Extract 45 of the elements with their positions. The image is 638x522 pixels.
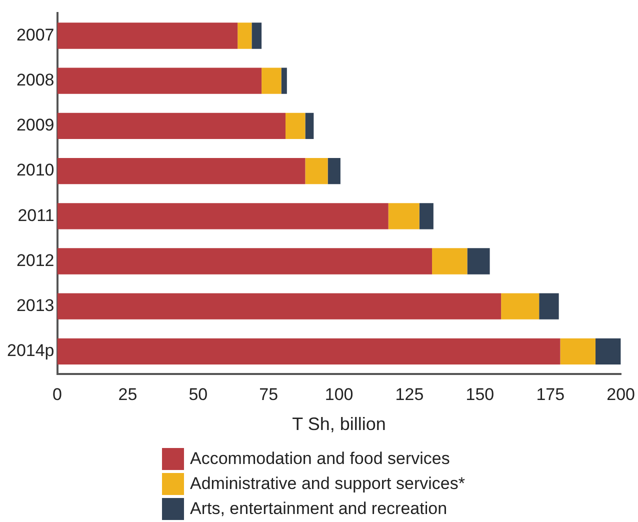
x-axis-title: T Sh, billion (292, 414, 386, 434)
y-tick-label: 2008 (16, 70, 54, 90)
bar (328, 158, 340, 184)
bar (595, 338, 621, 365)
x-tick-label: 175 (536, 384, 565, 404)
y-tick-label: 2012 (16, 250, 54, 270)
bar (57, 68, 262, 94)
x-tick-label: 100 (324, 384, 354, 404)
bar (281, 68, 287, 94)
x-tick-label: 25 (118, 384, 138, 404)
y-tick-label: 2011 (18, 206, 54, 225)
y-tick-label: 2013 (16, 296, 54, 316)
y-tick-label: 2010 (16, 160, 54, 180)
bar (560, 338, 596, 365)
bar (286, 112, 306, 140)
bar (238, 22, 252, 49)
bar (57, 22, 238, 49)
x-tick-label: 50 (188, 384, 208, 404)
bar (305, 158, 328, 184)
legend-label: Administrative and support services* (190, 474, 465, 494)
bar (262, 68, 282, 94)
bar (57, 112, 286, 140)
bar (467, 248, 490, 274)
bar (57, 158, 306, 184)
x-tick-label: 200 (606, 384, 636, 404)
bar (305, 112, 314, 140)
bar (57, 203, 388, 230)
bar (432, 248, 468, 274)
y-tick-label: 2007 (16, 25, 54, 44)
bar (57, 248, 432, 274)
bar (388, 203, 420, 230)
legend-label: Accommodation and food services (190, 448, 450, 468)
bar (57, 338, 560, 365)
bar (501, 293, 540, 320)
y-tick-label: 2014p (6, 341, 54, 360)
x-tick-label: 125 (395, 384, 424, 404)
bar (539, 293, 559, 320)
bar (419, 203, 434, 230)
x-tick-label: 0 (52, 384, 62, 404)
bar (57, 293, 502, 320)
y-tick-label: 2009 (16, 116, 54, 135)
bar (252, 22, 262, 49)
x-tick-label: 75 (259, 384, 278, 404)
legend-label: Arts, entertainment and recreation (190, 498, 448, 518)
x-tick-label: 150 (466, 384, 494, 404)
